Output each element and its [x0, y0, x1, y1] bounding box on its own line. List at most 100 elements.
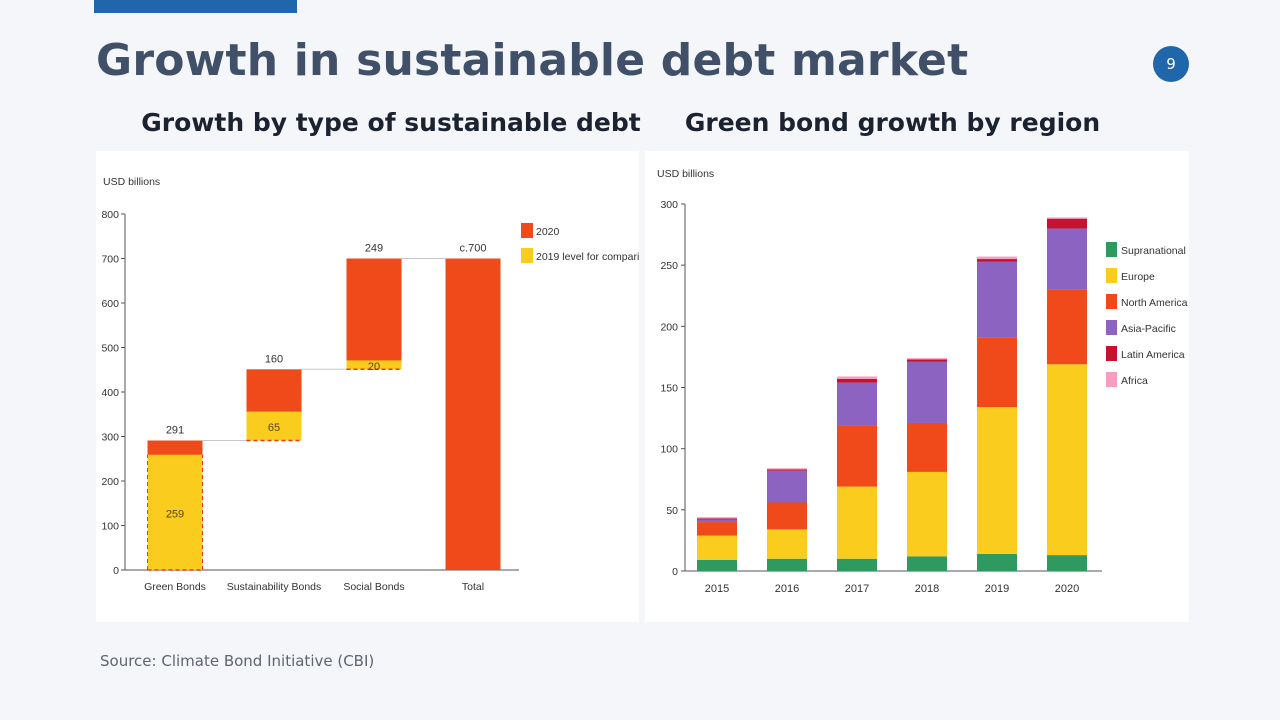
x-category-label: 2016	[775, 583, 799, 595]
x-category-label: 2018	[915, 583, 939, 595]
legend-swatch	[521, 248, 533, 263]
stacked-segment	[837, 378, 877, 383]
inner-value-label: 65	[268, 422, 280, 434]
y-tick-label: 100	[101, 521, 119, 533]
stacked-segment	[767, 502, 807, 530]
stacked-segment	[767, 470, 807, 503]
x-category-label: Sustainability Bonds	[227, 581, 322, 593]
inner-value-label: 259	[166, 508, 184, 520]
y-tick-label: 300	[660, 199, 678, 211]
legend-label: Latin America	[1121, 349, 1185, 361]
stacked-segment	[907, 422, 947, 472]
stacked-bar-chart: USD billions 0 50 100 150 200 250 300 2015 2016 20…	[657, 168, 1188, 595]
legend-swatch	[1106, 242, 1117, 257]
y-tick-label: 300	[101, 432, 119, 444]
stacked-chart-panel: USD billions 0 50 100 150 200 250 300 2015 2016 20…	[645, 151, 1189, 622]
stacked-segment	[1047, 228, 1087, 290]
x-category-label: 2020	[1055, 583, 1079, 595]
waterfall-chart: USD billions 0 100 200 300 400 500 600 700 800 259…	[101, 176, 639, 593]
bar-2019-comparison	[246, 411, 302, 441]
page-title: Growth in sustainable debt market	[96, 35, 969, 86]
y-tick-label: 800	[101, 209, 119, 221]
waterfall-chart-panel: USD billions 0 100 200 300 400 500 600 700 800 259…	[96, 151, 639, 622]
stacked-segment	[697, 519, 737, 523]
stacked-segment	[907, 359, 947, 362]
y-tick-label: 400	[101, 387, 119, 399]
stacked-segment	[977, 553, 1017, 571]
right-chart-title: Green bond growth by region	[684, 108, 1101, 137]
y-tick-label: 500	[101, 343, 119, 355]
y-tick-label: 150	[660, 383, 678, 395]
stacked-segment	[977, 407, 1017, 554]
y-tick-label: 250	[660, 260, 678, 272]
legend-swatch	[521, 223, 533, 238]
accent-bar	[94, 0, 297, 13]
x-category-label: Total	[462, 581, 484, 593]
stacked-segment	[1047, 289, 1087, 365]
y-tick-label: 700	[101, 254, 119, 266]
legend-swatch	[1106, 268, 1117, 283]
stacked-segment	[977, 261, 1017, 338]
y-tick-label: 200	[101, 476, 119, 488]
stacked-segment	[767, 468, 807, 470]
legend-swatch	[1106, 294, 1117, 309]
legend-label: Europe	[1121, 271, 1155, 283]
legend-swatch	[1106, 320, 1117, 335]
stacked-segment	[837, 558, 877, 571]
inner-value-label: 20	[368, 361, 380, 373]
bar-total-label: 160	[265, 353, 283, 365]
stacked-segment	[1047, 217, 1087, 219]
legend-label: 2020	[536, 226, 560, 238]
legend-label: Asia-Pacific	[1121, 323, 1176, 335]
x-category-label: 2019	[985, 583, 1009, 595]
x-category-label: 2015	[705, 583, 729, 595]
legend-swatch	[1106, 372, 1117, 387]
stacked-segment	[697, 535, 737, 560]
y-tick-label: 100	[660, 444, 678, 456]
stacked-segment	[907, 361, 947, 423]
y-tick-label: 0	[113, 565, 119, 577]
stacked-segment	[1047, 364, 1087, 556]
legend-label: Supranational	[1121, 245, 1186, 257]
x-category-label: Social Bonds	[343, 581, 404, 593]
y-tick-label: 0	[672, 566, 678, 578]
x-category-label: 2017	[845, 583, 869, 595]
stacked-segment	[767, 558, 807, 571]
stacked-segment	[697, 522, 737, 536]
stacked-segment	[837, 425, 877, 487]
stacked-segment	[697, 559, 737, 571]
bar-2019-comparison	[346, 360, 402, 370]
stacked-segment	[837, 376, 877, 379]
stacked-segment	[977, 256, 1017, 260]
y-axis-label: USD billions	[103, 176, 160, 188]
stacked-segment	[907, 358, 947, 360]
source-note: Source: Climate Bond Initiative (CBI)	[100, 652, 375, 670]
stacked-segment	[767, 469, 807, 471]
left-chart-title: Growth by type of sustainable debt	[141, 108, 641, 137]
stacked-segment	[1047, 555, 1087, 571]
legend-label: Africa	[1121, 375, 1148, 387]
legend-swatch	[1106, 346, 1117, 361]
bar-total-label: 291	[166, 425, 184, 437]
page-number-badge: 9	[1153, 46, 1189, 82]
stacked-segment	[697, 517, 737, 519]
stacked-segment	[907, 556, 947, 571]
bar-2019-comparison	[147, 454, 203, 570]
stacked-segment	[907, 471, 947, 557]
bar-2020	[346, 258, 402, 370]
bar-2020	[445, 258, 501, 570]
bar-total-label: c.700	[460, 243, 487, 255]
y-axis-label: USD billions	[657, 168, 714, 180]
stacked-segment	[837, 486, 877, 559]
bar-total-label: 249	[365, 243, 383, 255]
y-tick-label: 50	[666, 505, 678, 517]
legend-label: North America	[1121, 297, 1188, 309]
stacked-segment	[977, 259, 1017, 262]
stacked-segment	[767, 529, 807, 559]
x-category-label: Green Bonds	[144, 581, 206, 593]
stacked-segment	[837, 382, 877, 426]
stacked-segment	[697, 518, 737, 520]
y-tick-label: 600	[101, 298, 119, 310]
legend-label: 2019 level for comparison	[536, 251, 639, 263]
stacked-segment	[977, 337, 1017, 408]
